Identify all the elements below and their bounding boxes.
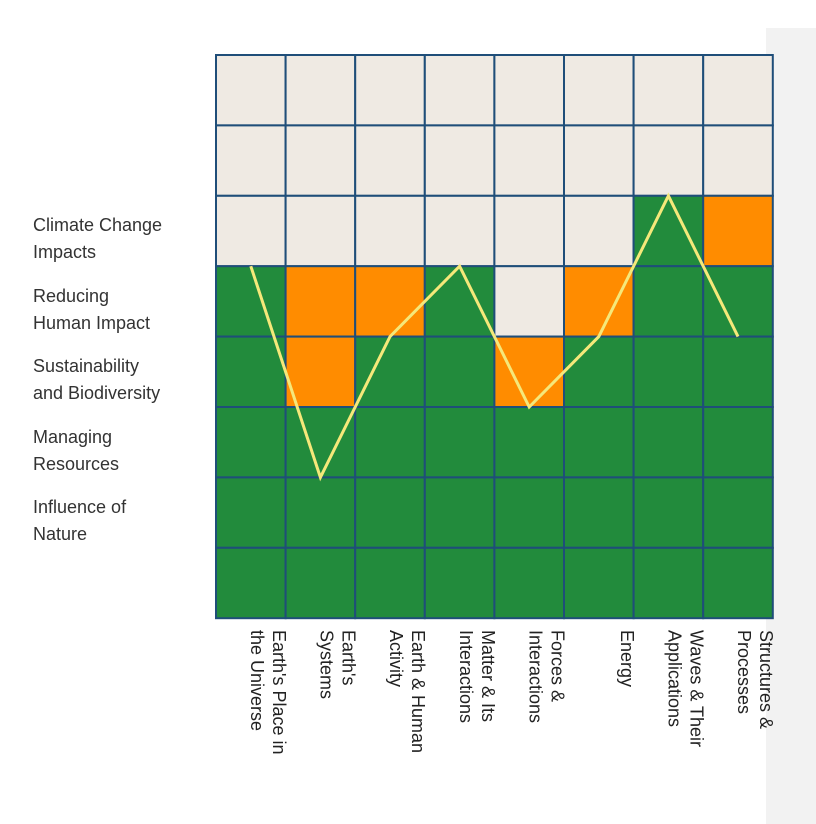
row-label: Climate Change Impacts xyxy=(33,212,213,266)
heatmap-cell xyxy=(354,194,426,268)
heatmap-cell xyxy=(423,335,496,409)
row-label-line: Reducing xyxy=(33,286,110,306)
heatmap-cell xyxy=(423,124,496,197)
heatmap-cell xyxy=(354,124,426,197)
row-label: Reducing Human Impact xyxy=(33,283,213,337)
heatmap-cell xyxy=(702,546,774,620)
heatmap-cell xyxy=(632,406,705,479)
heatmap-cell xyxy=(632,265,705,338)
heatmap-cell xyxy=(423,194,496,268)
heatmap-cell xyxy=(563,194,635,268)
heatmap-cell xyxy=(215,124,287,197)
column-label: Earth & Human Activity xyxy=(386,630,429,754)
heatmap-cell xyxy=(702,265,774,338)
row-label-line: Resources xyxy=(33,454,120,474)
column-label: Matter & Its Interactions xyxy=(455,630,498,724)
heatmap-cell xyxy=(563,546,635,620)
heatmap-cell xyxy=(563,476,635,549)
row-label-line: Human Impact xyxy=(33,313,151,333)
row-label-line: and Biodiversity xyxy=(33,383,161,403)
heatmap-cell xyxy=(284,476,357,549)
heatmap-cell xyxy=(702,476,774,549)
heatmap-cell xyxy=(493,54,565,127)
row-label-line: Influence of xyxy=(33,497,127,517)
trend-line xyxy=(249,192,740,482)
row-label: Managing Resources xyxy=(33,424,213,478)
heatmap-cell xyxy=(354,54,426,127)
column-label: Energy xyxy=(617,630,637,688)
heatmap-cell xyxy=(284,194,357,268)
heatmap-cell xyxy=(215,476,287,549)
row-label-line: Climate Change xyxy=(33,215,163,235)
row-label-line: Impacts xyxy=(33,242,97,262)
heatmap-cell xyxy=(215,335,287,409)
heatmap-cell xyxy=(563,335,635,409)
heatmap-cell xyxy=(632,124,705,197)
row-label: Influence of Nature xyxy=(33,494,213,548)
scrollbar[interactable] xyxy=(766,28,816,824)
heatmap-cell xyxy=(702,54,774,127)
heatmap-cell xyxy=(702,124,774,197)
heatmap-cell xyxy=(493,265,565,338)
heatmap-cell xyxy=(284,124,357,197)
row-label-line: Managing xyxy=(33,427,113,447)
heatmap-cell xyxy=(284,54,357,127)
heatmap-cell xyxy=(493,476,565,549)
heatmap-cell xyxy=(702,335,774,409)
heatmap-cell xyxy=(632,54,705,127)
heatmap-cell xyxy=(215,265,287,338)
heatmap-cell xyxy=(632,546,705,620)
heatmap-cell xyxy=(702,194,774,268)
heatmap-cell xyxy=(493,406,565,479)
heatmap-cell xyxy=(354,335,426,409)
heatmap-cell xyxy=(702,406,774,479)
heatmap-cell xyxy=(423,265,496,338)
heatmap-cell xyxy=(284,265,357,338)
heatmap-cell xyxy=(215,406,287,479)
heatmap-cell xyxy=(215,54,287,127)
heatmap-cell xyxy=(563,124,635,197)
heatmap-cell xyxy=(284,546,357,620)
heatmap-cell xyxy=(493,546,565,620)
heatmap-cell xyxy=(563,406,635,479)
heatmap-cell xyxy=(563,265,635,338)
heatmap-cell xyxy=(354,546,426,620)
heatmap-cell xyxy=(215,194,287,268)
heatmap-cell xyxy=(423,546,496,620)
heatmap-cell xyxy=(493,335,565,409)
heatmap-cell xyxy=(563,54,635,127)
column-label: Waves & Their Applications xyxy=(664,630,707,748)
column-label: Earth's Place in the Universe xyxy=(247,630,289,755)
heatmap-cell xyxy=(354,265,426,338)
heatmap-cell xyxy=(354,406,426,479)
heatmap-cell xyxy=(284,406,357,479)
heatmap-cell xyxy=(493,194,565,268)
heatmap-cell xyxy=(493,124,565,197)
heatmap-cell xyxy=(423,406,496,479)
heatmap-cell xyxy=(632,335,705,409)
column-label: Structures & Processes xyxy=(734,630,777,730)
heatmap-cell xyxy=(423,54,496,127)
heatmap-cell xyxy=(284,335,357,409)
column-label: Forces & Interactions xyxy=(525,630,568,724)
heatmap-cell xyxy=(632,194,705,268)
heatmap-cell xyxy=(215,546,287,620)
heatmap-cell xyxy=(423,476,496,549)
row-label: Sustainability and Biodiversity xyxy=(33,353,213,407)
heatmap-cell xyxy=(354,476,426,549)
heatmap-cell xyxy=(632,476,705,549)
row-label-line: Sustainability xyxy=(33,356,140,376)
row-label-line: Nature xyxy=(33,524,88,544)
column-label: Earth's Systems xyxy=(316,630,359,700)
